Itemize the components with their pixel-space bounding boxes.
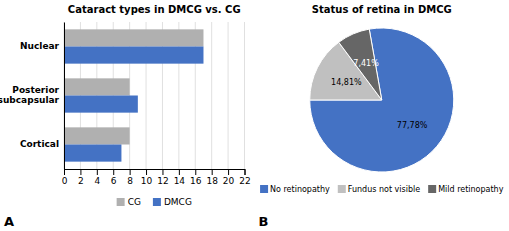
grid-line: [244, 22, 245, 169]
tick-mark: [113, 169, 114, 175]
tick: 2: [78, 169, 84, 186]
legend-item: Mild retinopathy: [428, 185, 504, 194]
legend: No retinopathy Fundus not visible Mild ret…: [260, 185, 504, 194]
tick: 8: [127, 169, 133, 186]
axis-line: [65, 170, 246, 176]
legend-swatch: [428, 185, 436, 193]
tick-mark: [130, 169, 131, 175]
legend-item: DMCG: [153, 197, 192, 207]
tick: Posteriorsubcapsular: [0, 85, 64, 105]
bar: [64, 78, 130, 95]
tick-label: 2: [78, 176, 84, 186]
category-label: Cortical: [20, 139, 59, 149]
tick: 4: [94, 169, 100, 186]
tick: 14: [174, 169, 186, 186]
bar: [64, 47, 203, 64]
tick: 6: [111, 169, 117, 186]
tick-mark: [245, 169, 246, 175]
figure: Cataract types in DMCG vs. CG 024 68 10 12 14…: [0, 0, 509, 231]
legend-item: CG: [117, 197, 141, 207]
legend: CG DMCG: [117, 197, 192, 207]
legend-label: CG: [128, 197, 141, 207]
data-label: 77,78%: [397, 121, 428, 130]
x-axis: 024 68 10 12 14 16 18 20 22: [62, 169, 251, 186]
y-axis: Cortical Posteriorsubcapsular Nuclear: [0, 23, 65, 170]
bar-panel: Cataract types in DMCG vs. CG 024 68 10 12 14…: [0, 4, 251, 229]
tick-label: 10: [141, 176, 153, 186]
panel-label: A: [4, 214, 14, 229]
legend-item: Fundus not visible: [338, 185, 420, 194]
bars: [64, 29, 203, 161]
pie-panel: Status of retina in DMCG 77,78% 14,81% 7,41…: [259, 4, 504, 229]
tick-label: 12: [157, 176, 168, 186]
legend-label: No retinopathy: [270, 185, 330, 194]
bar: [64, 29, 203, 46]
chart-title: Cataract types in DMCG vs. CG: [68, 4, 241, 15]
category-label-line: Posterior: [12, 85, 59, 95]
tick-mark: [228, 169, 229, 175]
data-label: 14,81%: [331, 78, 362, 87]
legend-label: DMCG: [164, 197, 192, 207]
legend-swatch: [153, 198, 161, 206]
category-label-line: Cortical: [20, 139, 59, 149]
legend-swatch: [338, 185, 346, 193]
tick-label: 14: [174, 176, 186, 186]
data-labels: 77,78% 14,81% 7,41%: [331, 59, 428, 130]
tick-label: 20: [223, 176, 235, 186]
tick-mark: [97, 169, 98, 175]
slice: [339, 29, 382, 100]
tick-label: 16: [190, 176, 202, 186]
category-label-line: subcapsular: [0, 95, 60, 105]
bar: [64, 96, 138, 113]
axis-line: [64, 23, 65, 170]
tick-mark: [179, 169, 180, 175]
tick-mark: [212, 169, 213, 175]
legend-label: Fundus not visible: [348, 185, 420, 194]
tick-label: 22: [239, 176, 250, 186]
legend-swatch: [117, 198, 125, 206]
panel-label: B: [259, 214, 269, 229]
tick-mark: [146, 169, 147, 175]
tick-label: 4: [94, 176, 100, 186]
grid: [64, 22, 245, 169]
grid-line: [228, 22, 229, 169]
category-label-line: Nuclear: [20, 41, 60, 51]
category-label: Nuclear: [20, 41, 60, 51]
bar: [64, 127, 130, 144]
bar: [64, 145, 121, 162]
tick: 18: [206, 169, 218, 186]
data-label: 7,41%: [353, 59, 379, 68]
category-label: Posteriorsubcapsular: [0, 85, 60, 105]
legend-label: Mild retinopathy: [438, 185, 504, 194]
tick-label: 0: [62, 176, 68, 186]
tick: 20: [223, 169, 235, 186]
slices: [310, 28, 454, 172]
tick: Nuclear: [20, 41, 64, 51]
tick-mark: [195, 169, 196, 175]
tick: 22: [239, 169, 250, 186]
chart-title: Status of retina in DMCG: [312, 4, 452, 15]
tick: Cortical: [20, 139, 64, 149]
tick-label: 6: [111, 176, 117, 186]
grid-line: [211, 22, 212, 169]
tick: 0: [62, 169, 68, 186]
legend-swatch: [260, 185, 268, 193]
tick-mark: [162, 169, 163, 175]
tick-label: 18: [206, 176, 218, 186]
tick: 16: [190, 169, 202, 186]
tick: 12: [157, 169, 168, 186]
tick: 10: [141, 169, 153, 186]
tick-label: 8: [127, 176, 133, 186]
tick-mark: [64, 169, 65, 175]
legend-item: No retinopathy: [260, 185, 330, 194]
slice: [310, 28, 454, 172]
tick-mark: [80, 169, 81, 175]
grid-line: [64, 22, 65, 169]
